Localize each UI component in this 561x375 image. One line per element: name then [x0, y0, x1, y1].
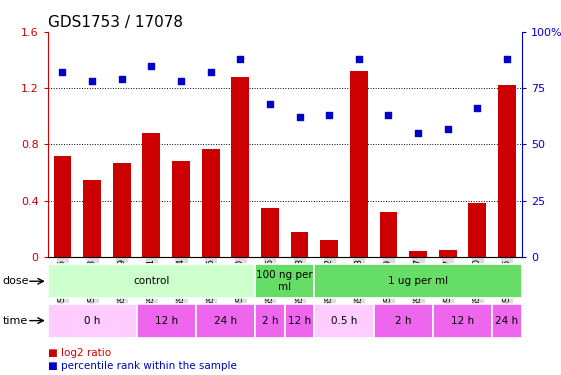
Bar — [48, 264, 255, 298]
Point — [88, 78, 96, 84]
Bar — [374, 304, 433, 338]
Bar — [202, 148, 219, 257]
Text: 12 h: 12 h — [288, 316, 311, 326]
Point — [325, 112, 334, 118]
Point — [206, 69, 215, 75]
Text: 0.5 h: 0.5 h — [331, 316, 357, 326]
Bar — [314, 264, 522, 298]
Point — [413, 130, 422, 136]
Bar — [83, 180, 101, 257]
Text: control: control — [133, 276, 169, 286]
Point — [147, 63, 156, 69]
Point — [265, 101, 274, 107]
Point — [236, 56, 245, 62]
Bar — [261, 208, 279, 257]
Text: dose: dose — [3, 276, 29, 286]
Bar — [379, 212, 397, 257]
Point — [443, 126, 452, 132]
Bar — [291, 231, 309, 257]
Bar — [54, 156, 71, 257]
Bar — [48, 304, 136, 338]
Bar — [113, 163, 131, 257]
Text: ■ log2 ratio: ■ log2 ratio — [48, 348, 111, 357]
Bar — [492, 304, 522, 338]
Bar — [172, 161, 190, 257]
Text: 2 h: 2 h — [261, 316, 278, 326]
Bar — [136, 304, 196, 338]
Bar — [255, 304, 284, 338]
Point — [503, 56, 512, 62]
Text: GDS1753 / 17078: GDS1753 / 17078 — [48, 15, 183, 30]
Bar — [433, 304, 492, 338]
Point — [355, 56, 364, 62]
Text: 100 ng per
ml: 100 ng per ml — [256, 270, 313, 292]
Point — [295, 114, 304, 120]
Bar — [498, 86, 516, 257]
Text: ■ percentile rank within the sample: ■ percentile rank within the sample — [48, 361, 237, 370]
Text: 12 h: 12 h — [155, 316, 178, 326]
Bar — [350, 71, 367, 257]
Bar — [320, 240, 338, 257]
Bar — [284, 304, 314, 338]
Bar — [255, 264, 314, 298]
Point — [384, 112, 393, 118]
Bar — [314, 304, 374, 338]
Bar — [231, 77, 249, 257]
Text: 0 h: 0 h — [84, 316, 100, 326]
Point — [58, 69, 67, 75]
Point — [473, 105, 482, 111]
Bar — [468, 203, 486, 257]
Point — [117, 76, 126, 82]
Text: time: time — [3, 316, 28, 326]
Point — [177, 78, 186, 84]
Bar — [142, 133, 160, 257]
Text: 12 h: 12 h — [451, 316, 474, 326]
Bar — [439, 250, 457, 257]
Bar — [409, 251, 427, 257]
Text: 1 ug per ml: 1 ug per ml — [388, 276, 448, 286]
Text: 2 h: 2 h — [395, 316, 411, 326]
Bar — [196, 304, 255, 338]
Text: 24 h: 24 h — [495, 316, 518, 326]
Text: 24 h: 24 h — [214, 316, 237, 326]
